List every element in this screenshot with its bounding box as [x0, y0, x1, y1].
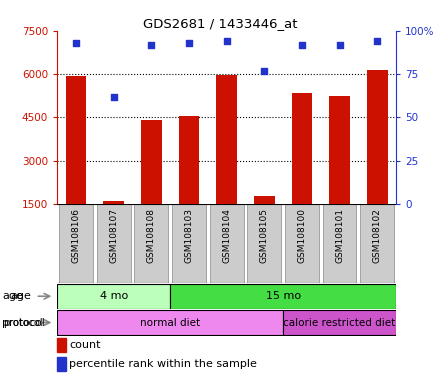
- Bar: [179, 116, 199, 204]
- Text: GSM108104: GSM108104: [222, 208, 231, 263]
- Bar: [292, 93, 312, 204]
- Text: count: count: [69, 340, 101, 350]
- Text: GSM108103: GSM108103: [184, 208, 194, 263]
- FancyBboxPatch shape: [285, 204, 319, 283]
- Point: [261, 68, 268, 74]
- Point: [148, 41, 155, 48]
- Point: [298, 41, 305, 48]
- FancyBboxPatch shape: [172, 204, 206, 283]
- Bar: [141, 120, 161, 204]
- Text: GSM108106: GSM108106: [72, 208, 81, 263]
- Text: age: age: [10, 291, 31, 301]
- FancyBboxPatch shape: [57, 310, 283, 335]
- Point: [185, 40, 192, 46]
- Bar: [329, 96, 350, 204]
- Text: protocol: protocol: [3, 318, 43, 328]
- FancyBboxPatch shape: [210, 204, 244, 283]
- Bar: [216, 74, 237, 204]
- FancyBboxPatch shape: [170, 284, 396, 309]
- Text: GSM108100: GSM108100: [297, 208, 306, 263]
- FancyBboxPatch shape: [97, 204, 131, 283]
- Bar: [254, 196, 275, 204]
- Text: calorie restricted diet: calorie restricted diet: [283, 318, 396, 328]
- Point: [73, 40, 80, 46]
- Bar: [66, 76, 86, 204]
- Text: GSM108107: GSM108107: [109, 208, 118, 263]
- Bar: [57, 338, 66, 352]
- FancyBboxPatch shape: [323, 204, 356, 283]
- Bar: [367, 70, 388, 204]
- Point: [223, 38, 230, 44]
- Point: [336, 41, 343, 48]
- Text: GDS2681 / 1433446_at: GDS2681 / 1433446_at: [143, 17, 297, 30]
- Text: protocol: protocol: [2, 318, 45, 328]
- Bar: [103, 201, 124, 204]
- Text: age: age: [2, 291, 23, 301]
- Point: [374, 38, 381, 44]
- FancyBboxPatch shape: [247, 204, 281, 283]
- Text: GSM108108: GSM108108: [147, 208, 156, 263]
- Point: [110, 94, 117, 100]
- FancyBboxPatch shape: [283, 310, 396, 335]
- Text: GSM108102: GSM108102: [373, 208, 381, 263]
- FancyBboxPatch shape: [57, 284, 170, 309]
- Text: GSM108105: GSM108105: [260, 208, 269, 263]
- FancyBboxPatch shape: [134, 204, 168, 283]
- Text: 15 mo: 15 mo: [265, 291, 301, 301]
- Text: percentile rank within the sample: percentile rank within the sample: [69, 359, 257, 369]
- Text: GSM108101: GSM108101: [335, 208, 344, 263]
- Text: normal diet: normal diet: [140, 318, 200, 328]
- FancyBboxPatch shape: [59, 204, 93, 283]
- Text: 4 mo: 4 mo: [99, 291, 128, 301]
- Bar: [57, 357, 66, 371]
- FancyBboxPatch shape: [360, 204, 394, 283]
